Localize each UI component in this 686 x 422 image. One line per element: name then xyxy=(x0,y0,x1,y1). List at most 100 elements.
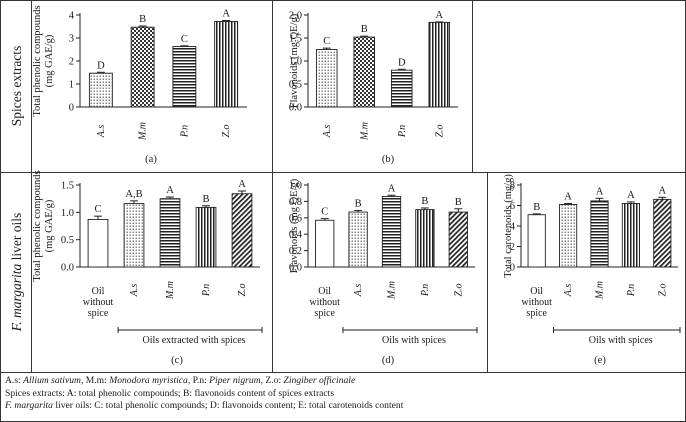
significance-letter: A xyxy=(222,9,230,20)
significance-letter: A xyxy=(596,186,604,197)
significance-letter: A xyxy=(564,191,572,202)
bar-e-4 xyxy=(653,198,672,268)
y-tick-label: 2.0 xyxy=(289,11,302,22)
y-axis-label: Flavonoids (mg QE/g) xyxy=(289,178,300,273)
bar-a-0 xyxy=(88,72,113,108)
group-label: Oils with spices xyxy=(589,335,653,346)
category-label: Oil without spice xyxy=(521,286,552,319)
caption-run: Monodora myristica xyxy=(109,375,188,386)
category-label: Z.o xyxy=(434,124,445,137)
group-label: Oils with spices xyxy=(382,335,446,346)
y-tick-label: 1 xyxy=(69,80,74,91)
bar-e-3 xyxy=(621,202,640,268)
bar-d-3 xyxy=(415,209,435,268)
panel-a-spice-phenolics: 0 1 2 3 4 Total phenolic compounds(mg GAE/g) D… xyxy=(32,5,247,165)
y-tick-label: 0 xyxy=(510,263,515,274)
caption-run: Zingiber officinale xyxy=(283,375,356,386)
category-label: P.n xyxy=(201,284,212,297)
y-tick-label: 2 xyxy=(510,242,515,253)
significance-letter: A xyxy=(238,179,246,190)
y-axis-label: Total phenolic compounds(mg GAE/g) xyxy=(32,170,55,281)
bar-c-3 xyxy=(195,206,217,268)
group-label: Oils extracted with spices xyxy=(143,335,246,346)
panel-label: (a) xyxy=(145,154,157,165)
category-label: Z.o xyxy=(453,283,464,296)
significance-letter: C xyxy=(321,207,328,218)
y-tick-label: 1.0 xyxy=(289,57,302,68)
bar-e-1 xyxy=(559,204,578,268)
bar-b-2 xyxy=(390,69,413,108)
caption-run: , Z.o: xyxy=(260,375,284,386)
y-tick-label: 0.6 xyxy=(289,213,302,224)
bar-a-3 xyxy=(214,20,239,108)
category-label: M.m xyxy=(138,122,149,141)
bar-a-1 xyxy=(130,26,155,108)
y-axis-label-line: Total phenolic compounds xyxy=(32,170,43,281)
category-label: P.n xyxy=(420,284,431,297)
bar-e-2 xyxy=(590,200,609,268)
significance-letter: B xyxy=(202,194,209,205)
bar-b-0 xyxy=(315,49,338,108)
bar-d-2 xyxy=(381,196,402,268)
y-tick-label: 1.5 xyxy=(289,34,302,45)
y-tick-label: 1.5 xyxy=(61,181,74,192)
caption-liver-oils: F. margarita liver oils: C: total phenol… xyxy=(5,400,681,413)
y-tick-label: 6 xyxy=(510,201,515,212)
y-tick-label: 1.0 xyxy=(289,181,302,192)
caption-run: Piper nigrum xyxy=(209,375,261,386)
category-label-line: Oil xyxy=(318,286,331,297)
significance-letter: B xyxy=(533,202,540,213)
category-label: Z.o xyxy=(221,124,232,137)
significance-letter: A xyxy=(166,185,174,196)
y-tick-label: 0.0 xyxy=(61,263,74,274)
figure-caption: A.s: Allium sativum, M.m: Monodora myris… xyxy=(5,375,681,413)
significance-letter: C xyxy=(94,204,101,215)
y-tick-label: 0.8 xyxy=(289,197,302,208)
y-axis-label-line: (mg GAE/g) xyxy=(44,34,55,87)
bar-d-4 xyxy=(448,211,468,268)
significance-letter: B xyxy=(139,14,146,25)
y-tick-label: 4 xyxy=(510,222,516,233)
y-tick-label: 0.0 xyxy=(289,103,302,114)
y-tick-label: 0.0 xyxy=(289,263,302,274)
category-label: P.n xyxy=(626,284,637,297)
category-label: A.s xyxy=(563,284,574,298)
caption-run: , M.m: xyxy=(80,375,110,386)
bar-b-1 xyxy=(353,36,376,108)
bar-d-0 xyxy=(315,219,335,268)
caption-spices-extracts: Spices extracts: A: total phenolic compo… xyxy=(5,388,681,401)
y-tick-label: 0 xyxy=(69,103,74,114)
category-label: P.n xyxy=(179,125,190,138)
y-tick-label: 0.4 xyxy=(289,230,303,241)
category-label-line: spice xyxy=(314,308,335,319)
bar-a-2 xyxy=(172,46,197,108)
row-label-liver-oils: F. margarita liver oils xyxy=(9,213,24,333)
bar-c-4 xyxy=(231,193,253,268)
y-axis-label-line: Flavonoids (mg QE/g) xyxy=(289,178,300,273)
significance-letter: A,B xyxy=(125,189,142,200)
bar-c-0 xyxy=(87,218,109,268)
caption-run: , P.n: xyxy=(187,375,210,386)
significance-letter: B xyxy=(455,197,462,208)
category-label: M.m xyxy=(359,122,370,141)
significance-letter: D xyxy=(398,57,406,68)
significance-letter: C xyxy=(323,36,330,47)
y-tick-label: 8 xyxy=(510,181,515,192)
caption-run: A.s: xyxy=(5,375,24,386)
category-label-line: without xyxy=(521,297,552,308)
panel-label: (d) xyxy=(382,355,395,366)
category-label: A.s xyxy=(353,284,364,298)
category-label-line: spice xyxy=(526,308,547,319)
category-label: Z.o xyxy=(237,283,248,296)
bar-c-2 xyxy=(159,198,181,268)
category-label-line: without xyxy=(309,297,340,308)
significance-letter: A xyxy=(435,10,443,21)
category-label: M.m xyxy=(165,281,176,300)
y-axis-label: Total phenolic compounds(mg GAE/g) xyxy=(32,5,55,116)
y-tick-label: 1.0 xyxy=(61,208,74,219)
category-label: A.s xyxy=(322,125,333,139)
row-label-spices-extracts: Spices extracts xyxy=(9,46,24,127)
